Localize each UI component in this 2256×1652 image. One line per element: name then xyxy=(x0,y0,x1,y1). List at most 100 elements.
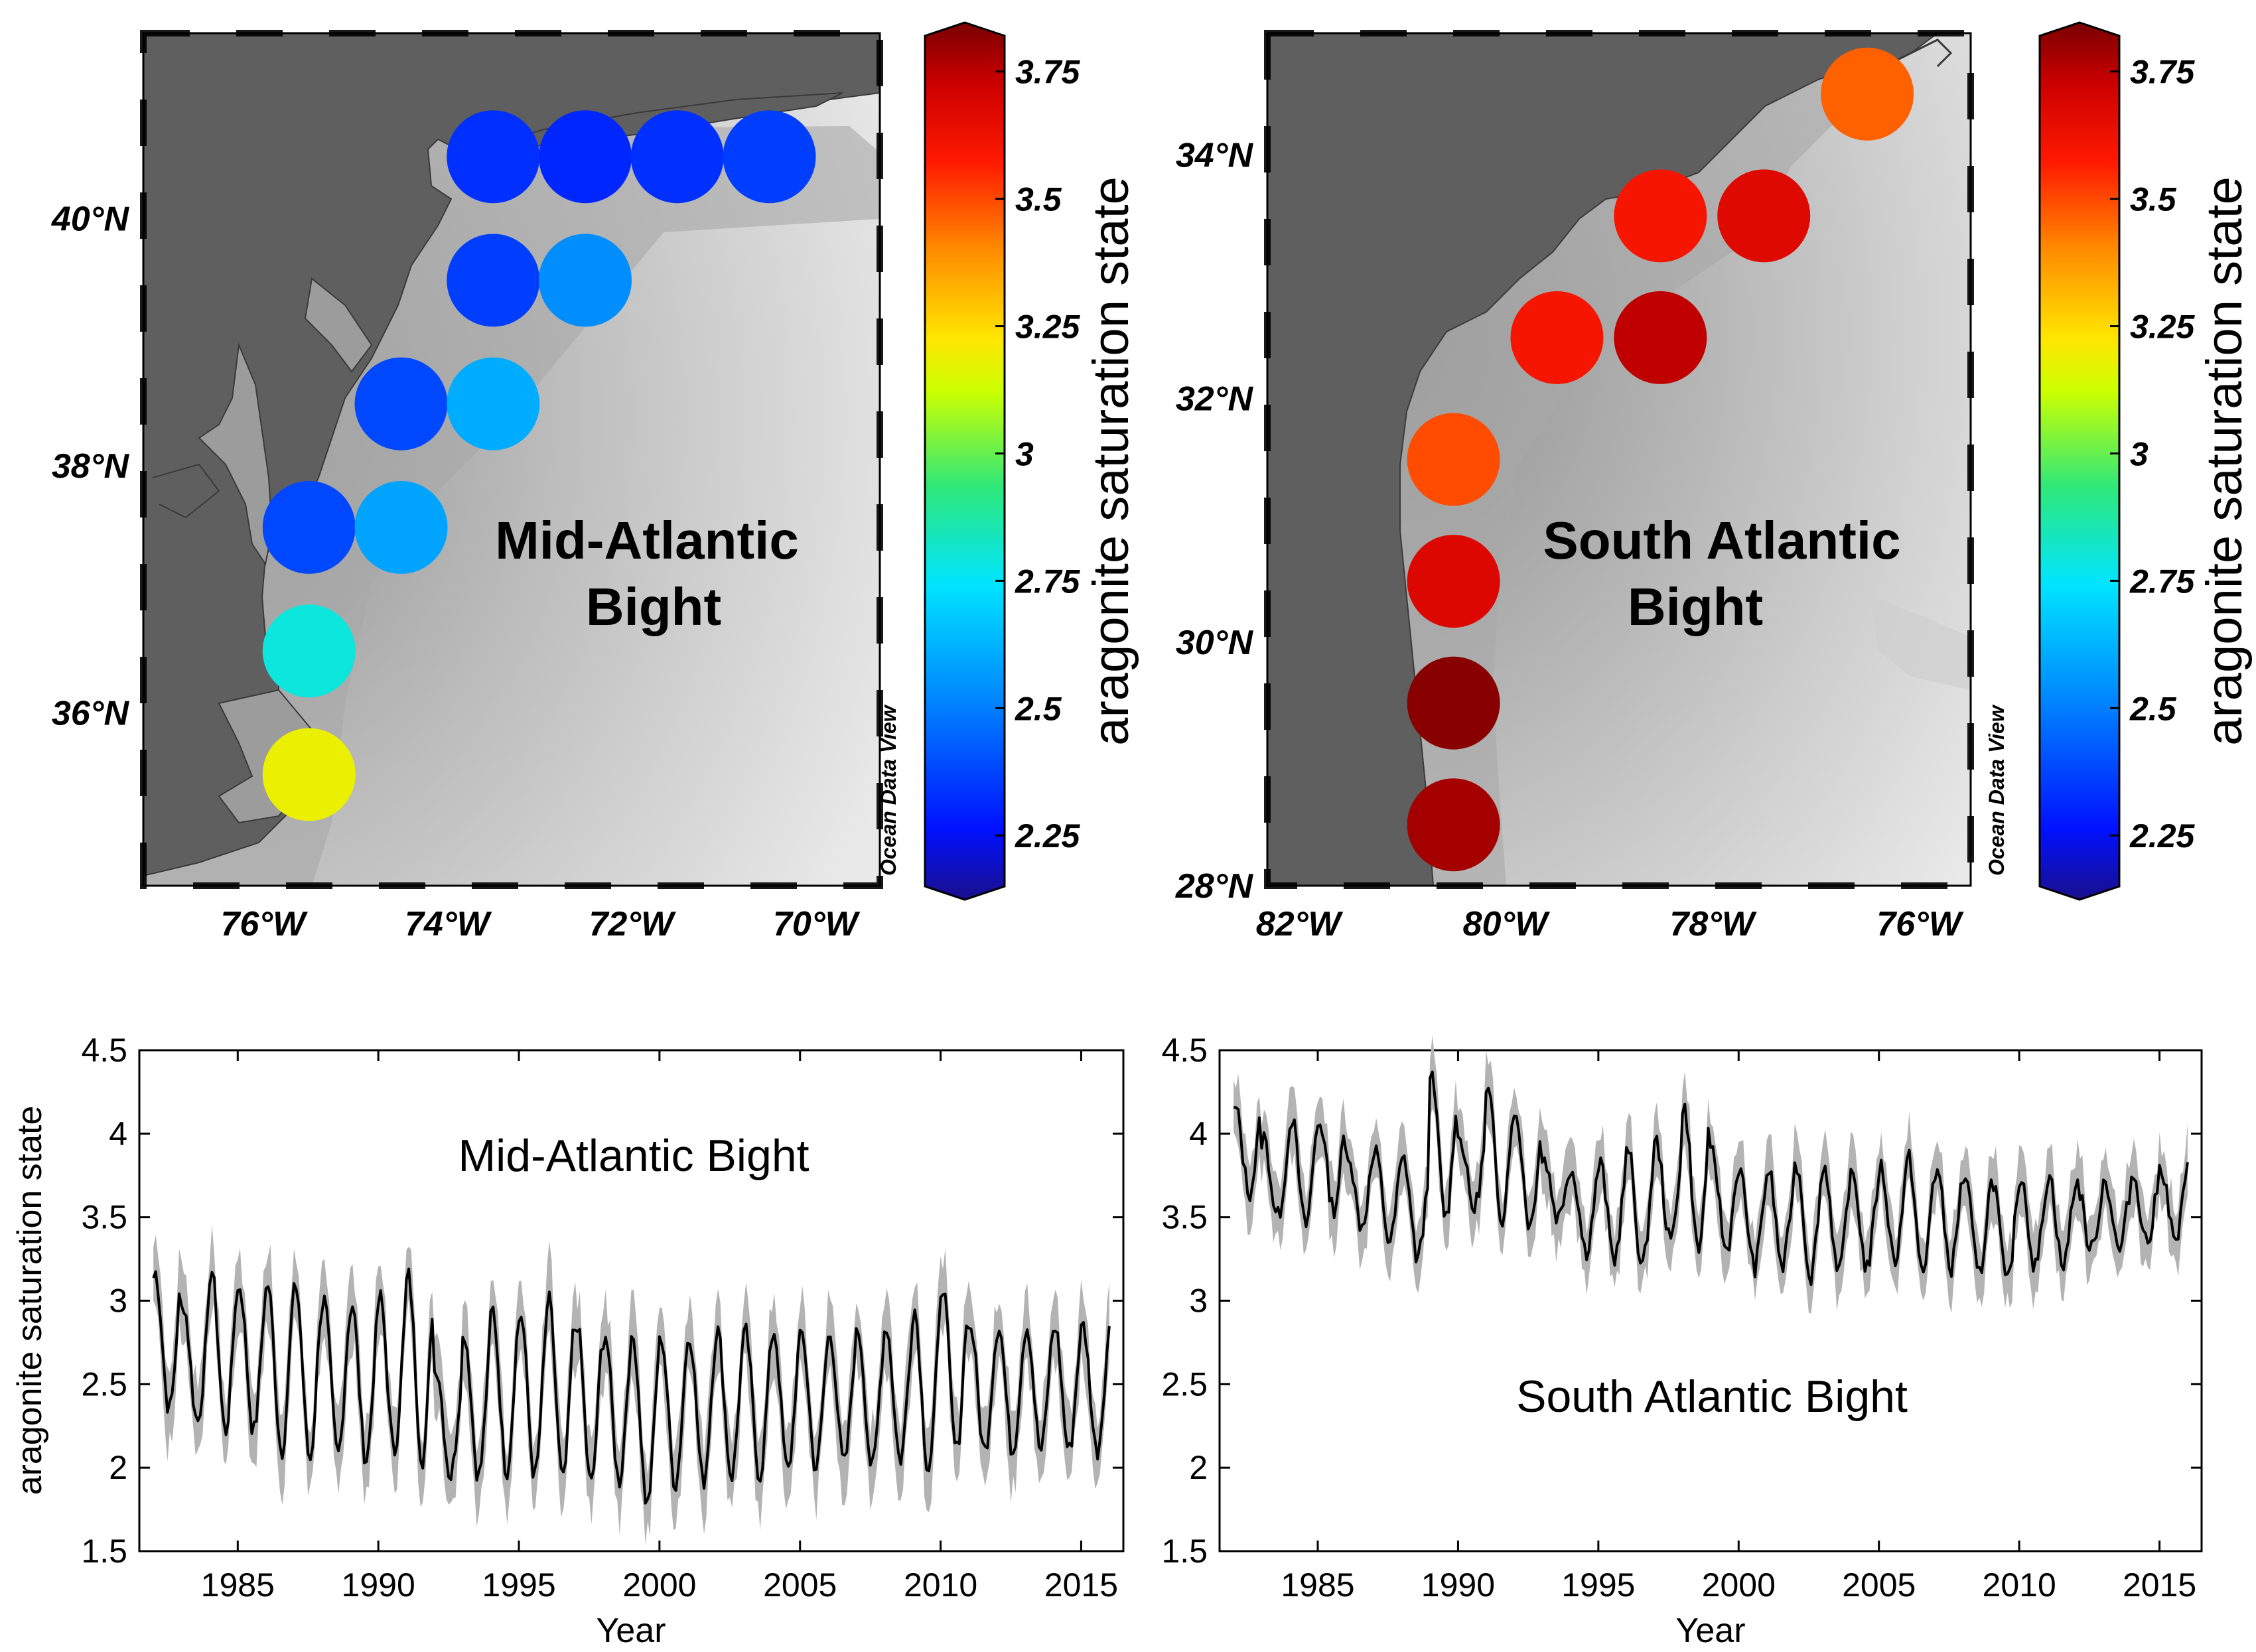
mab-lat-tick-label-1: 38°N xyxy=(52,447,130,486)
colorbar-1: 2.25 2.5 2.75 3 3.25 3.5 3.75 aragonite satura… xyxy=(924,21,1139,901)
sab-latitude-ticks: 28°N 30°N 32°N 34°N xyxy=(1175,137,1254,906)
mab-stations xyxy=(262,110,816,821)
mab-x-axis-label: Year xyxy=(596,1612,666,1650)
colorbar-2-tick-label-4: 3.25 xyxy=(2130,309,2196,346)
sab-station-4 xyxy=(1614,291,1707,384)
sab-map: South Atlantic Bight Ocean Data View 82°… xyxy=(1175,30,2009,943)
sab-lat-tick-label-2: 32°N xyxy=(1176,380,1254,419)
mab-station-11 xyxy=(262,728,356,821)
sab-series-path xyxy=(1233,1070,2189,1286)
mab-ytick-label-4: 3.5 xyxy=(81,1199,127,1236)
mab-time-series-chart: 1985 1990 1995 2000 2005 2010 2015 1.5 2 2.5 3 3.5 4… xyxy=(11,1032,1125,1650)
mab-chesapeake-bay xyxy=(198,342,273,566)
mab-station-6 xyxy=(354,357,448,450)
sab-station-1 xyxy=(1614,169,1707,263)
mab-region-label-line2: Bight xyxy=(586,577,721,636)
mab-map-border-ticks xyxy=(140,30,883,889)
mab-region-label-line1: Mid-Atlantic xyxy=(495,511,799,570)
sab-station-7 xyxy=(1407,656,1500,750)
sab-ytick-label-4: 3.5 xyxy=(1161,1199,1208,1236)
sab-lon-tick-label-0: 82°W xyxy=(1256,905,1344,943)
mab-station-5 xyxy=(539,234,632,327)
mab-longitude-ticks: 76°W 74°W 72°W 70°W xyxy=(221,905,861,943)
mab-ytick-label-6: 4.5 xyxy=(81,1032,127,1069)
mab-station-0 xyxy=(447,110,540,204)
mab-xtick-label-0: 1985 xyxy=(201,1566,275,1604)
sab-watermark: Ocean Data View xyxy=(1985,704,2009,876)
sab-xtick-label-4: 2005 xyxy=(1842,1566,1916,1604)
mab-ytick-label-0: 1.5 xyxy=(81,1533,127,1570)
mab-xtick-label-3: 2000 xyxy=(622,1566,696,1604)
mab-lat-tick-label-2: 40°N xyxy=(51,200,130,238)
sab-gulf-stream-edge xyxy=(1871,597,1971,690)
mab-series-path xyxy=(152,1267,1111,1505)
mab-xtick-label-1: 1990 xyxy=(342,1566,415,1604)
sab-station-8 xyxy=(1407,778,1500,872)
mab-xtick-label-2: 1995 xyxy=(482,1566,555,1604)
sab-uncertainty-band xyxy=(1234,1035,2188,1314)
sab-xtick-label-1: 1990 xyxy=(1421,1566,1495,1604)
mab-lon-tick-label-1: 74°W xyxy=(405,905,492,943)
mab-station-3 xyxy=(723,110,816,204)
mab-ytick-label-2: 2.5 xyxy=(81,1365,127,1403)
sab-lon-tick-label-1: 80°W xyxy=(1463,905,1551,943)
sab-ytick-label-1: 2 xyxy=(1189,1449,1208,1486)
colorbar-2-tick-label-6: 3.75 xyxy=(2130,54,2196,91)
colorbar-2-tick-label-1: 2.5 xyxy=(2129,690,2177,727)
sab-ytick-label-2: 2.5 xyxy=(1161,1365,1208,1403)
sab-chart-title: South Atlantic Bight xyxy=(1516,1371,1908,1422)
colorbar-1-label: aragonite saturation state xyxy=(1083,176,1139,746)
sab-xtick-label-3: 2000 xyxy=(1702,1566,1776,1604)
colorbar-1-ramp xyxy=(924,21,1006,901)
sab-axes: 1985 1990 1995 2000 2005 2010 2015 1.5 2 2.5 3 3.5 4… xyxy=(1161,1032,2202,1604)
mab-xtick-label-6: 2015 xyxy=(1044,1566,1118,1604)
mab-series-line xyxy=(152,1267,1111,1505)
sab-map-border-ticks xyxy=(1264,30,1974,889)
colorbar-2-label: aragonite saturation state xyxy=(2196,176,2253,746)
sab-station-0 xyxy=(1821,47,1914,141)
sab-ytick-label-3: 3 xyxy=(1189,1282,1208,1320)
mab-latitude-ticks: 36°N 38°N 40°N xyxy=(51,200,130,732)
mab-lon-tick-label-3: 70°W xyxy=(773,905,861,943)
colorbar-1-tick-label-3: 3 xyxy=(1015,435,1034,472)
sab-xtick-label-6: 2015 xyxy=(2123,1566,2196,1604)
sab-xtick-label-5: 2010 xyxy=(1983,1566,2056,1604)
sab-series-line xyxy=(1233,1070,2189,1286)
mab-station-7 xyxy=(447,357,540,450)
sab-region-label-line2: Bight xyxy=(1628,577,1763,636)
sab-xtick-label-0: 1985 xyxy=(1281,1566,1354,1604)
mab-y-axis-label: aragonite saturation state xyxy=(11,1106,49,1495)
mab-lon-tick-label-0: 76°W xyxy=(221,905,309,943)
mab-ytick-label-3: 3 xyxy=(109,1282,127,1320)
colorbar-1-ticks: 2.25 2.5 2.75 3 3.25 3.5 3.75 xyxy=(995,54,1081,855)
sab-lon-tick-label-3: 76°W xyxy=(1876,905,1964,943)
sab-lat-tick-label-0: 28°N xyxy=(1175,867,1254,906)
sab-ytick-label-6: 4.5 xyxy=(1161,1032,1208,1069)
colorbar-2-tick-label-3: 3 xyxy=(2130,435,2149,472)
mab-map: Mid-Atlantic Bight Ocean Data View 76°W 7… xyxy=(51,30,900,943)
sab-longitude-ticks: 82°W 80°W 78°W 76°W xyxy=(1256,905,1964,943)
colorbar-1-tick-label-4: 3.25 xyxy=(1015,309,1081,346)
mab-station-4 xyxy=(447,234,540,327)
mab-station-2 xyxy=(630,110,724,204)
colorbar-2-tick-label-2: 2.75 xyxy=(2129,563,2196,600)
mab-station-8 xyxy=(262,480,356,574)
colorbar-2-tick-label-5: 3.5 xyxy=(2130,181,2177,218)
mab-ytick-label-1: 2 xyxy=(109,1449,127,1486)
mab-xtick-label-5: 2010 xyxy=(904,1566,977,1604)
mab-delaware-bay xyxy=(304,277,373,373)
sab-xtick-label-2: 1995 xyxy=(1561,1566,1635,1604)
sab-station-2 xyxy=(1717,169,1811,263)
mab-station-9 xyxy=(354,480,448,574)
mab-lon-tick-label-2: 72°W xyxy=(589,905,677,943)
colorbar-2-ticks: 2.25 2.5 2.75 3 3.25 3.5 3.75 xyxy=(2110,54,2196,855)
sab-lon-tick-label-2: 78°W xyxy=(1669,905,1757,943)
sab-x-axis-label: Year xyxy=(1675,1612,1745,1650)
sab-station-3 xyxy=(1510,291,1604,384)
mab-station-1 xyxy=(539,110,632,204)
sab-lat-tick-label-1: 30°N xyxy=(1176,624,1254,662)
sab-stations xyxy=(1407,47,1914,872)
sab-ytick-label-0: 1.5 xyxy=(1161,1533,1208,1570)
sab-ytick-label-5: 4 xyxy=(1189,1115,1208,1152)
